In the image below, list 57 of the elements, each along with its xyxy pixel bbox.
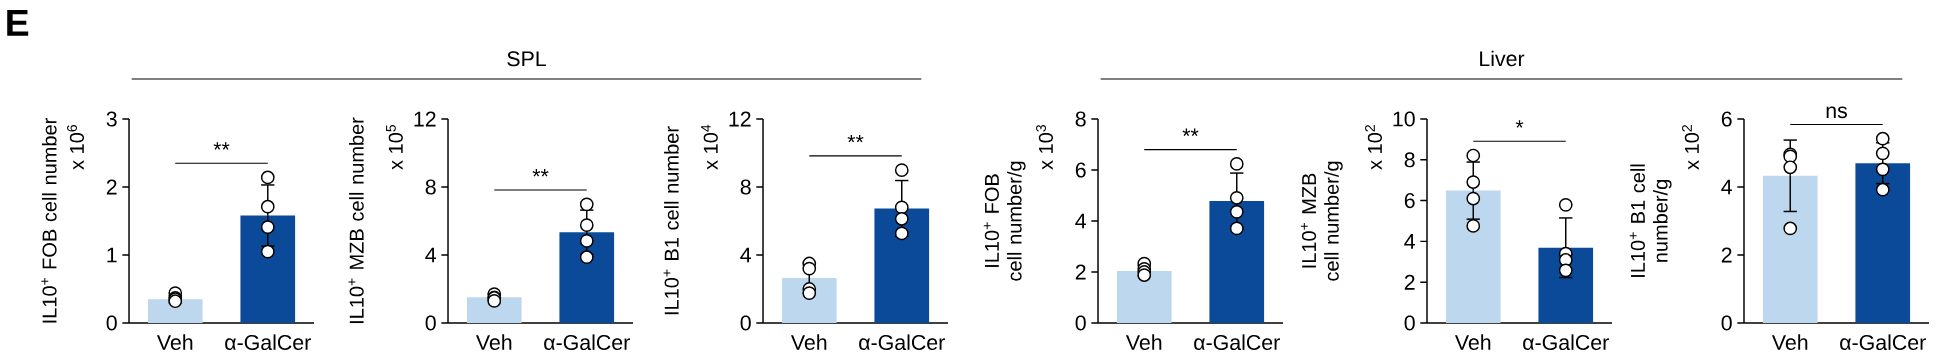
x-tick-label: Veh <box>156 334 193 351</box>
y-tick-label: 0 <box>740 315 751 331</box>
y-tick-label: 4 <box>425 247 437 263</box>
y-tick-label: 2 <box>1721 247 1732 263</box>
y-tick-label: 0 <box>425 315 436 331</box>
y-tick-label: 0 <box>1404 315 1415 331</box>
annotation: ** <box>847 134 864 143</box>
y-tick-label: 2 <box>1404 274 1415 290</box>
y-tick-label: 10 <box>1393 111 1415 127</box>
y-tick-label: 4 <box>1404 234 1415 249</box>
x-tick-label: α-GalCer <box>1194 334 1280 351</box>
x-tick-label: α-GalCer <box>859 334 945 351</box>
y-tick-label: 6 <box>1404 193 1415 209</box>
x-tick-label: Veh <box>1771 334 1808 351</box>
annotation: ** <box>532 169 549 177</box>
x-tick-label: α-GalCer <box>1523 334 1609 351</box>
x-tick-label: Veh <box>790 334 827 351</box>
annotation: ** <box>1182 128 1199 137</box>
y-axis-title: IL10$^{+}$ MZB cell number <box>348 117 364 324</box>
y-tick-label: 4 <box>740 247 751 263</box>
y-axis-title: IL10$^{+}$ B1 cell number <box>663 126 679 315</box>
y-tick-label: 8 <box>1404 152 1415 168</box>
x-tick-label: Veh <box>475 334 512 351</box>
chart-title: Liver <box>1480 50 1525 67</box>
text: x 10$^{3}$ <box>1036 124 1053 170</box>
y-tick-label: 0 <box>1721 315 1732 331</box>
y-tick-label: 3 <box>106 111 117 127</box>
y-tick-label: 6 <box>1075 162 1086 178</box>
text: x 10$^{5}$ <box>386 124 403 170</box>
x-tick-label: α-GalCer <box>544 334 630 351</box>
text: x 10$^{2}$ <box>1682 125 1699 170</box>
x-tick-label: α-GalCer <box>225 334 311 351</box>
y-tick-label: 0 <box>1075 315 1086 331</box>
annotation: ** <box>213 142 230 150</box>
text: ns <box>1826 106 1847 119</box>
y-tick-label: 12 <box>414 111 436 127</box>
y-tick-label: 8 <box>740 179 751 195</box>
y-tick-label: 4 <box>1721 179 1732 195</box>
text: E <box>7 10 29 36</box>
x-tick-label: Veh <box>1454 334 1491 351</box>
y-tick-label: 12 <box>729 111 751 127</box>
text: x 10$^{4}$ <box>701 124 718 170</box>
y-tick-label: 8 <box>1075 111 1086 127</box>
y-tick-label: 1 <box>107 247 117 263</box>
annotation: * <box>1515 120 1524 128</box>
y-axis-title: IL10$^{+}$ FOB cell number <box>41 118 57 323</box>
text: x 10$^{6}$ <box>67 124 84 170</box>
y-tick-label: 8 <box>425 179 436 195</box>
chart-title: SPL <box>507 51 546 67</box>
x-tick-label: α-GalCer <box>1840 334 1926 351</box>
x-tick-label: Veh <box>1125 334 1162 351</box>
y-tick-label: 4 <box>1075 213 1086 229</box>
y-tick-label: 6 <box>1721 111 1732 127</box>
y-tick-label: 2 <box>106 179 117 195</box>
y-tick-label: 0 <box>106 315 117 331</box>
y-tick-label: 2 <box>1075 264 1086 280</box>
text: x 10$^{2}$ <box>1365 125 1382 170</box>
